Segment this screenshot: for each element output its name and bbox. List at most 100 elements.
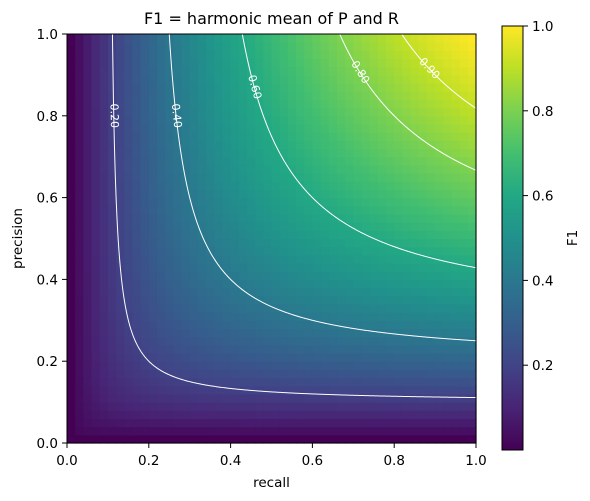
heatmap-cell <box>336 320 346 330</box>
heatmap-cell <box>91 123 101 133</box>
heatmap-cell <box>107 222 117 231</box>
heatmap-cell <box>99 189 109 199</box>
heatmap-cell <box>467 164 477 174</box>
heatmap-cell <box>304 279 313 289</box>
heatmap-cell <box>148 156 158 166</box>
heatmap-cell <box>402 303 412 313</box>
heatmap-cell <box>287 83 297 92</box>
heatmap-cell <box>238 344 248 354</box>
heatmap-cell <box>418 213 428 223</box>
heatmap-cell <box>116 164 125 174</box>
heatmap-cell <box>140 123 150 133</box>
heatmap-cell <box>214 238 224 248</box>
heatmap-cell <box>377 263 387 272</box>
heatmap-cell <box>467 205 477 215</box>
heatmap-cell <box>255 385 264 395</box>
heatmap-cell <box>320 230 330 240</box>
heatmap-cell <box>148 271 158 280</box>
heatmap-cell <box>156 115 166 125</box>
heatmap-cell <box>418 385 428 395</box>
heatmap-cell <box>107 377 117 387</box>
heatmap-cell <box>328 426 338 436</box>
heatmap-cell <box>246 361 256 370</box>
heatmap-cell <box>336 132 346 141</box>
heatmap-cell <box>263 336 273 346</box>
heatmap-cell <box>410 123 420 133</box>
heatmap-cell <box>353 50 363 60</box>
heatmap-cell <box>132 58 142 68</box>
heatmap-cell <box>451 344 461 354</box>
heatmap-cell <box>320 50 330 60</box>
heatmap-cell <box>336 197 346 207</box>
heatmap-cell <box>312 132 322 141</box>
heatmap-cell <box>271 410 281 420</box>
heatmap-cell <box>107 271 117 280</box>
heatmap-cell <box>116 107 125 117</box>
heatmap-cell <box>304 164 313 174</box>
heatmap-cell <box>222 377 232 387</box>
heatmap-cell <box>263 58 273 68</box>
heatmap-cell <box>443 66 453 76</box>
heatmap-cell <box>107 312 117 321</box>
heatmap-cell <box>230 385 240 395</box>
heatmap-cell <box>320 336 330 346</box>
heatmap-cell <box>410 303 420 313</box>
heatmap-cell <box>394 156 403 166</box>
heatmap-cell <box>246 74 256 84</box>
heatmap-cell <box>116 279 125 289</box>
heatmap-cell <box>156 222 166 231</box>
heatmap-cell <box>132 434 142 444</box>
heatmap-cell <box>124 418 134 428</box>
heatmap-cell <box>361 336 371 346</box>
heatmap-cell <box>467 353 477 362</box>
heatmap-cell <box>91 230 101 240</box>
heatmap-cell <box>435 336 444 346</box>
heatmap-cell <box>394 246 403 256</box>
heatmap-cell <box>361 66 371 76</box>
heatmap-cell <box>320 369 330 379</box>
heatmap-cell <box>304 132 313 141</box>
heatmap-cell <box>279 91 289 101</box>
heatmap-cell <box>353 34 363 43</box>
heatmap-cell <box>189 132 199 141</box>
heatmap-cell <box>255 164 264 174</box>
heatmap-cell <box>320 320 330 330</box>
heatmap-cell <box>214 402 224 411</box>
heatmap-cell <box>75 34 84 43</box>
heatmap-cell <box>402 328 412 338</box>
heatmap-cell <box>140 58 150 68</box>
heatmap-cell <box>165 271 174 280</box>
heatmap-cell <box>91 344 101 354</box>
heatmap-cell <box>246 107 256 117</box>
heatmap-cell <box>67 377 76 387</box>
heatmap-cell <box>328 377 338 387</box>
heatmap-cell <box>312 222 322 231</box>
heatmap-cell <box>328 303 338 313</box>
heatmap-cell <box>451 336 461 346</box>
heatmap-cell <box>230 91 240 101</box>
heatmap-cell <box>435 197 444 207</box>
heatmap-cell <box>140 434 150 444</box>
heatmap-cell <box>402 74 412 84</box>
heatmap-cell <box>132 34 142 43</box>
heatmap-cell <box>67 238 76 248</box>
heatmap-cell <box>222 303 232 313</box>
heatmap-cell <box>426 50 436 60</box>
heatmap-cell <box>99 42 109 51</box>
heatmap-cell <box>435 263 444 272</box>
heatmap-cell <box>279 164 289 174</box>
heatmap-cell <box>271 91 281 101</box>
heatmap-cell <box>369 83 379 92</box>
heatmap-cell <box>255 91 264 101</box>
heatmap-cell <box>443 58 453 68</box>
heatmap-cell <box>148 197 158 207</box>
heatmap-cell <box>238 369 248 379</box>
heatmap-cell <box>279 353 289 362</box>
heatmap-cell <box>173 295 183 305</box>
heatmap-cell <box>75 156 84 166</box>
heatmap-cell <box>222 189 232 199</box>
heatmap-cell <box>361 369 371 379</box>
heatmap-cell <box>156 213 166 223</box>
heatmap-cell <box>426 91 436 101</box>
heatmap-cell <box>296 181 305 191</box>
